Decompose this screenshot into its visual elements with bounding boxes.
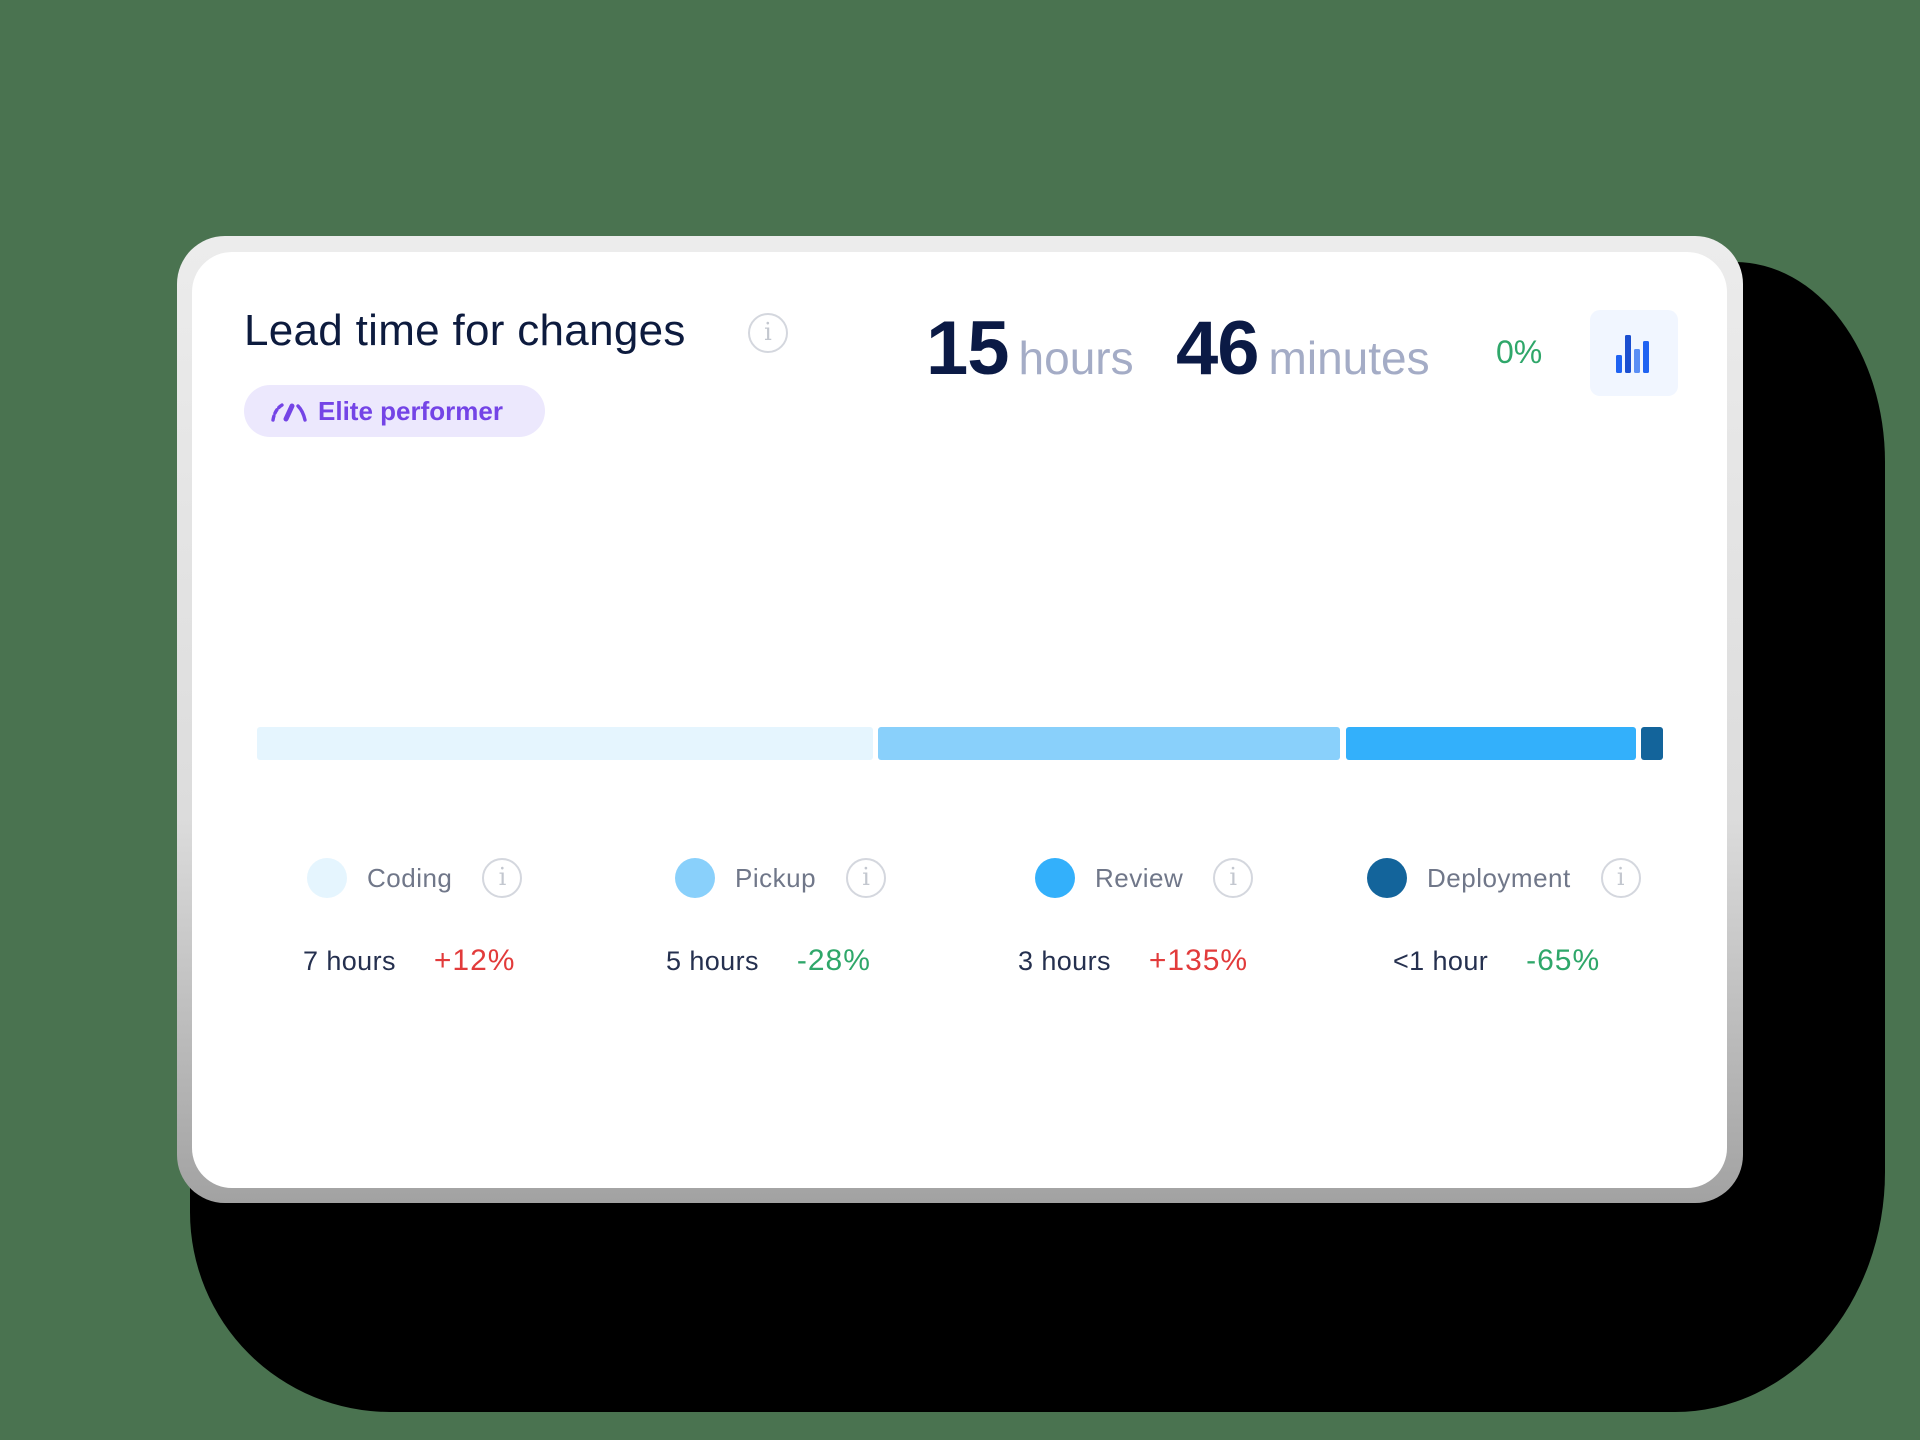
hours-unit: hours <box>1018 332 1134 384</box>
minutes-unit: minutes <box>1268 332 1430 384</box>
info-icon[interactable]: i <box>748 313 788 353</box>
card-title: Lead time for changes <box>244 306 686 355</box>
info-icon[interactable]: i <box>1600 858 1641 898</box>
legend-review: Review i <box>1035 855 1254 901</box>
bar-segment-deployment[interactable] <box>1641 727 1663 760</box>
pickup-delta: -28% <box>796 944 871 977</box>
coding-color-dot <box>307 858 347 898</box>
deployment-values: <1 hour -65% <box>1393 944 1600 978</box>
deployment-delta: -65% <box>1526 944 1601 977</box>
total-hours: 15 hours <box>926 305 1134 392</box>
bar-segment-coding[interactable] <box>257 727 873 760</box>
review-delta: +135% <box>1148 944 1249 977</box>
review-color-dot <box>1035 858 1075 898</box>
review-duration: 3 hours <box>1018 946 1111 976</box>
legend-deployment: Deployment i <box>1367 855 1641 901</box>
legend-label: Coding <box>367 862 453 893</box>
gauge-icon <box>271 402 307 422</box>
pickup-values: 5 hours -28% <box>666 944 871 978</box>
hours-value: 15 <box>926 306 1010 391</box>
deployment-duration: <1 hour <box>1393 946 1489 976</box>
minutes-value: 46 <box>1176 306 1260 391</box>
legend-label: Review <box>1095 862 1184 893</box>
coding-values: 7 hours +12% <box>303 944 515 978</box>
review-values: 3 hours +135% <box>1018 944 1248 978</box>
stacked-breakdown-bar <box>257 727 1663 760</box>
legend-pickup: Pickup i <box>675 855 887 901</box>
bar-chart-icon <box>1616 335 1649 373</box>
legend-label: Deployment <box>1427 862 1571 893</box>
legend-coding: Coding i <box>307 855 523 901</box>
deployment-color-dot <box>1367 858 1407 898</box>
bar-segment-pickup[interactable] <box>878 727 1340 760</box>
coding-duration: 7 hours <box>303 946 396 976</box>
info-icon[interactable]: i <box>846 858 887 898</box>
bar-segment-review[interactable] <box>1346 727 1636 760</box>
total-minutes: 46 minutes <box>1176 305 1430 392</box>
info-icon[interactable]: i <box>1213 858 1254 898</box>
performance-badge: Elite performer <box>244 385 545 437</box>
pickup-duration: 5 hours <box>666 946 759 976</box>
info-icon[interactable]: i <box>482 858 523 898</box>
legend-label: Pickup <box>735 862 817 893</box>
chart-toggle-button[interactable] <box>1590 310 1678 396</box>
total-delta: 0% <box>1496 334 1543 370</box>
coding-delta: +12% <box>433 944 516 977</box>
badge-label: Elite performer <box>318 395 503 426</box>
pickup-color-dot <box>675 858 715 898</box>
